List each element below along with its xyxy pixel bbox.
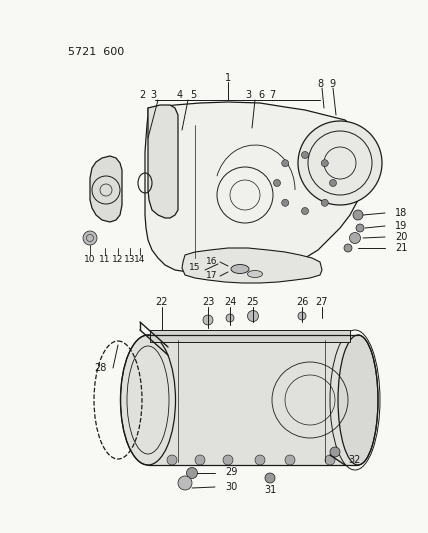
Text: 3: 3 <box>150 90 156 100</box>
Text: 3: 3 <box>245 90 251 100</box>
Text: 18: 18 <box>395 208 407 218</box>
Text: 30: 30 <box>225 482 237 492</box>
Polygon shape <box>182 248 322 283</box>
Text: 1: 1 <box>225 73 231 83</box>
Circle shape <box>195 455 205 465</box>
Text: 2: 2 <box>139 90 145 100</box>
Circle shape <box>344 244 352 252</box>
Circle shape <box>282 160 289 167</box>
Ellipse shape <box>338 335 378 465</box>
Circle shape <box>178 476 192 490</box>
Circle shape <box>265 473 275 483</box>
Circle shape <box>255 455 265 465</box>
Polygon shape <box>148 105 178 218</box>
Text: 23: 23 <box>202 297 214 307</box>
Text: 29: 29 <box>225 467 238 477</box>
Circle shape <box>167 455 177 465</box>
Text: 5721  600: 5721 600 <box>68 47 124 57</box>
Circle shape <box>298 312 306 320</box>
Text: 24: 24 <box>224 297 236 307</box>
Text: 15: 15 <box>189 263 201 272</box>
Text: 32: 32 <box>349 455 361 465</box>
Circle shape <box>226 314 234 322</box>
Text: 20: 20 <box>395 232 407 242</box>
Ellipse shape <box>231 264 249 273</box>
Circle shape <box>321 160 328 167</box>
Text: 14: 14 <box>134 254 146 263</box>
Circle shape <box>350 232 360 244</box>
Text: 10: 10 <box>84 254 96 263</box>
Polygon shape <box>90 156 122 222</box>
Circle shape <box>187 467 197 479</box>
Text: 31: 31 <box>264 485 276 495</box>
Ellipse shape <box>247 271 262 278</box>
Text: 13: 13 <box>124 254 136 263</box>
Circle shape <box>247 311 259 321</box>
Circle shape <box>298 121 382 205</box>
FancyBboxPatch shape <box>150 330 350 342</box>
Text: 25: 25 <box>247 297 259 307</box>
Text: 17: 17 <box>206 271 218 280</box>
Circle shape <box>325 455 335 465</box>
Text: 22: 22 <box>156 297 168 307</box>
Circle shape <box>330 447 340 457</box>
Text: 6: 6 <box>258 90 264 100</box>
Text: 8: 8 <box>317 79 323 89</box>
Circle shape <box>353 210 363 220</box>
Circle shape <box>282 199 289 206</box>
Text: 21: 21 <box>395 243 407 253</box>
Text: 26: 26 <box>296 297 308 307</box>
Circle shape <box>83 231 97 245</box>
Text: 28: 28 <box>94 363 106 373</box>
Text: 9: 9 <box>329 79 335 89</box>
Circle shape <box>356 224 364 232</box>
Text: 5: 5 <box>190 90 196 100</box>
Circle shape <box>285 455 295 465</box>
Text: 7: 7 <box>269 90 275 100</box>
Text: 27: 27 <box>316 297 328 307</box>
Text: 16: 16 <box>206 256 218 265</box>
Circle shape <box>301 151 309 158</box>
Circle shape <box>330 180 336 187</box>
Circle shape <box>301 207 309 214</box>
Text: 11: 11 <box>99 254 111 263</box>
Circle shape <box>273 180 280 187</box>
Text: 12: 12 <box>112 254 124 263</box>
Text: 19: 19 <box>395 221 407 231</box>
Polygon shape <box>145 102 368 272</box>
FancyBboxPatch shape <box>148 335 358 465</box>
Circle shape <box>203 315 213 325</box>
Text: 4: 4 <box>177 90 183 100</box>
Ellipse shape <box>121 335 175 465</box>
Circle shape <box>321 199 328 206</box>
Circle shape <box>223 455 233 465</box>
